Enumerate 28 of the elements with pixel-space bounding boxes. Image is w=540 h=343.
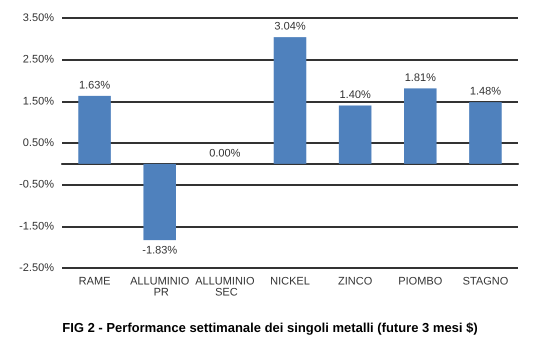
x-tick-label: ALLUMINIO PR [130,276,190,298]
data-label: 1.81% [404,72,436,84]
bar [338,106,372,164]
y-tick-label: 0.50% [22,137,54,149]
x-tick-label: RAME [78,276,110,288]
y-tick-label: -1.50% [19,220,54,232]
text: FIG 2 - Performance settimanale dei singoli metalli (future 3 mesi $) [62,320,478,335]
bar [78,96,111,164]
x-tick-label: NICKEL [270,276,310,288]
x-tick-label: ZINCO [338,276,373,288]
y-tick-label: -0.50% [19,178,54,191]
y-tick-label: 1.50% [22,95,54,108]
y-tick-label: 2.50% [22,54,54,66]
data-label: 1.63% [78,79,110,92]
bar [469,102,502,164]
x-tick-label: STAGNO [462,276,509,288]
bar [404,88,437,164]
bar [274,37,306,164]
bar [143,164,176,240]
x-tick-label: ALLUMINIO SEC [195,276,255,298]
data-label: 0.00% [209,147,241,160]
data-label: 3.04% [274,20,306,33]
y-tick-label: -2.50% [19,262,54,274]
data-label: 1.48% [470,86,502,98]
x-tick-label: PIOMBO [398,276,443,288]
data-label: 1.40% [340,89,371,101]
y-tick-label: 3.50% [22,12,54,24]
data-label: -1.83% [142,244,178,257]
